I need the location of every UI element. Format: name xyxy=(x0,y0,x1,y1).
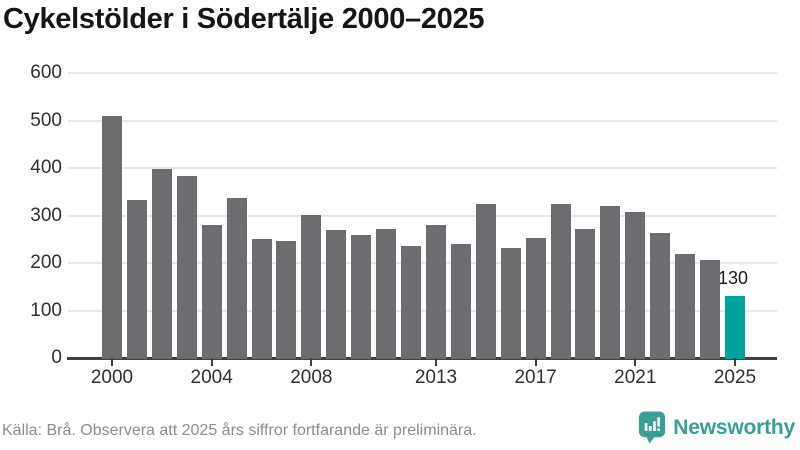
y-axis-label-200: 200 xyxy=(30,252,62,273)
newsworthy-logo-icon xyxy=(639,411,666,444)
x-axis-label-2008: 2008 xyxy=(290,367,333,388)
y-axis-label-300: 300 xyxy=(30,204,62,226)
x-axis-label-2004: 2004 xyxy=(190,367,233,388)
bar-2022 xyxy=(650,233,671,359)
x-axis-label-2000: 2000 xyxy=(90,367,134,388)
x-tick-2025 xyxy=(734,358,736,366)
x-tick-2013 xyxy=(434,358,437,366)
y-axis-label-100: 100 xyxy=(30,299,62,321)
bar-2013 xyxy=(425,224,446,359)
bar-2023 xyxy=(675,253,696,359)
bar-2019 xyxy=(575,229,596,359)
gridline-500 xyxy=(68,119,777,122)
bar-2024 xyxy=(700,260,721,359)
x-axis-label-2013: 2013 xyxy=(414,367,458,388)
gridline-600 xyxy=(68,72,777,74)
bar-2001 xyxy=(126,200,147,359)
bar-2020 xyxy=(600,206,621,359)
footer: Källa: Brå. Observera att 2025 års siffr… xyxy=(0,410,800,450)
y-axis-label-400: 400 xyxy=(30,157,62,178)
bar-2009 xyxy=(326,230,347,359)
y-axis-label-500: 500 xyxy=(30,109,62,131)
bar-2016 xyxy=(500,248,521,359)
bar-2017 xyxy=(525,237,546,359)
x-axis-label-2021: 2021 xyxy=(614,367,657,388)
bar-2000 xyxy=(102,115,122,359)
bar-2025 xyxy=(725,296,745,359)
bar-2002 xyxy=(151,168,172,359)
bar-2010 xyxy=(351,235,372,359)
gridline-200 xyxy=(68,262,777,264)
newsworthy-brand: Newsworthy xyxy=(638,411,795,444)
x-axis-line xyxy=(67,357,777,360)
gridline-100 xyxy=(68,309,777,312)
bar-2003 xyxy=(176,176,197,359)
gridline-300 xyxy=(68,214,777,217)
bar-2005 xyxy=(226,197,247,359)
chart-title: Cykelstölder i Södertälje 2000–2025 xyxy=(3,3,485,35)
bar-2012 xyxy=(401,245,422,359)
x-tick-2004 xyxy=(210,358,213,366)
x-tick-2008 xyxy=(310,358,313,366)
x-tick-2000 xyxy=(111,358,113,366)
bar-2008 xyxy=(301,215,322,359)
y-axis-label-600: 600 xyxy=(30,62,62,83)
plot-area: 130 0 100 200 300 400 500 600 2000 2004 2008 2013 2… xyxy=(30,62,777,388)
bar-2021 xyxy=(625,212,646,359)
x-axis-label-2017: 2017 xyxy=(514,367,557,388)
bar-2011 xyxy=(376,229,397,359)
gridline-400 xyxy=(68,167,777,169)
y-axis-label-0: 0 xyxy=(51,347,62,368)
bar-2018 xyxy=(550,203,571,359)
x-tick-2017 xyxy=(534,358,537,366)
bar-2007 xyxy=(276,241,297,359)
x-tick-2021 xyxy=(634,358,637,366)
bar-2006 xyxy=(251,239,272,359)
bar-2015 xyxy=(475,203,496,359)
x-axis-label-2025: 2025 xyxy=(713,367,757,388)
bar-2014 xyxy=(450,243,471,359)
newsworthy-wordmark: Newsworthy xyxy=(673,415,795,439)
source-note: Källa: Brå. Observera att 2025 års siffr… xyxy=(2,422,477,439)
bar-2004 xyxy=(201,225,222,359)
highlight-value-label: 130 xyxy=(718,268,749,289)
